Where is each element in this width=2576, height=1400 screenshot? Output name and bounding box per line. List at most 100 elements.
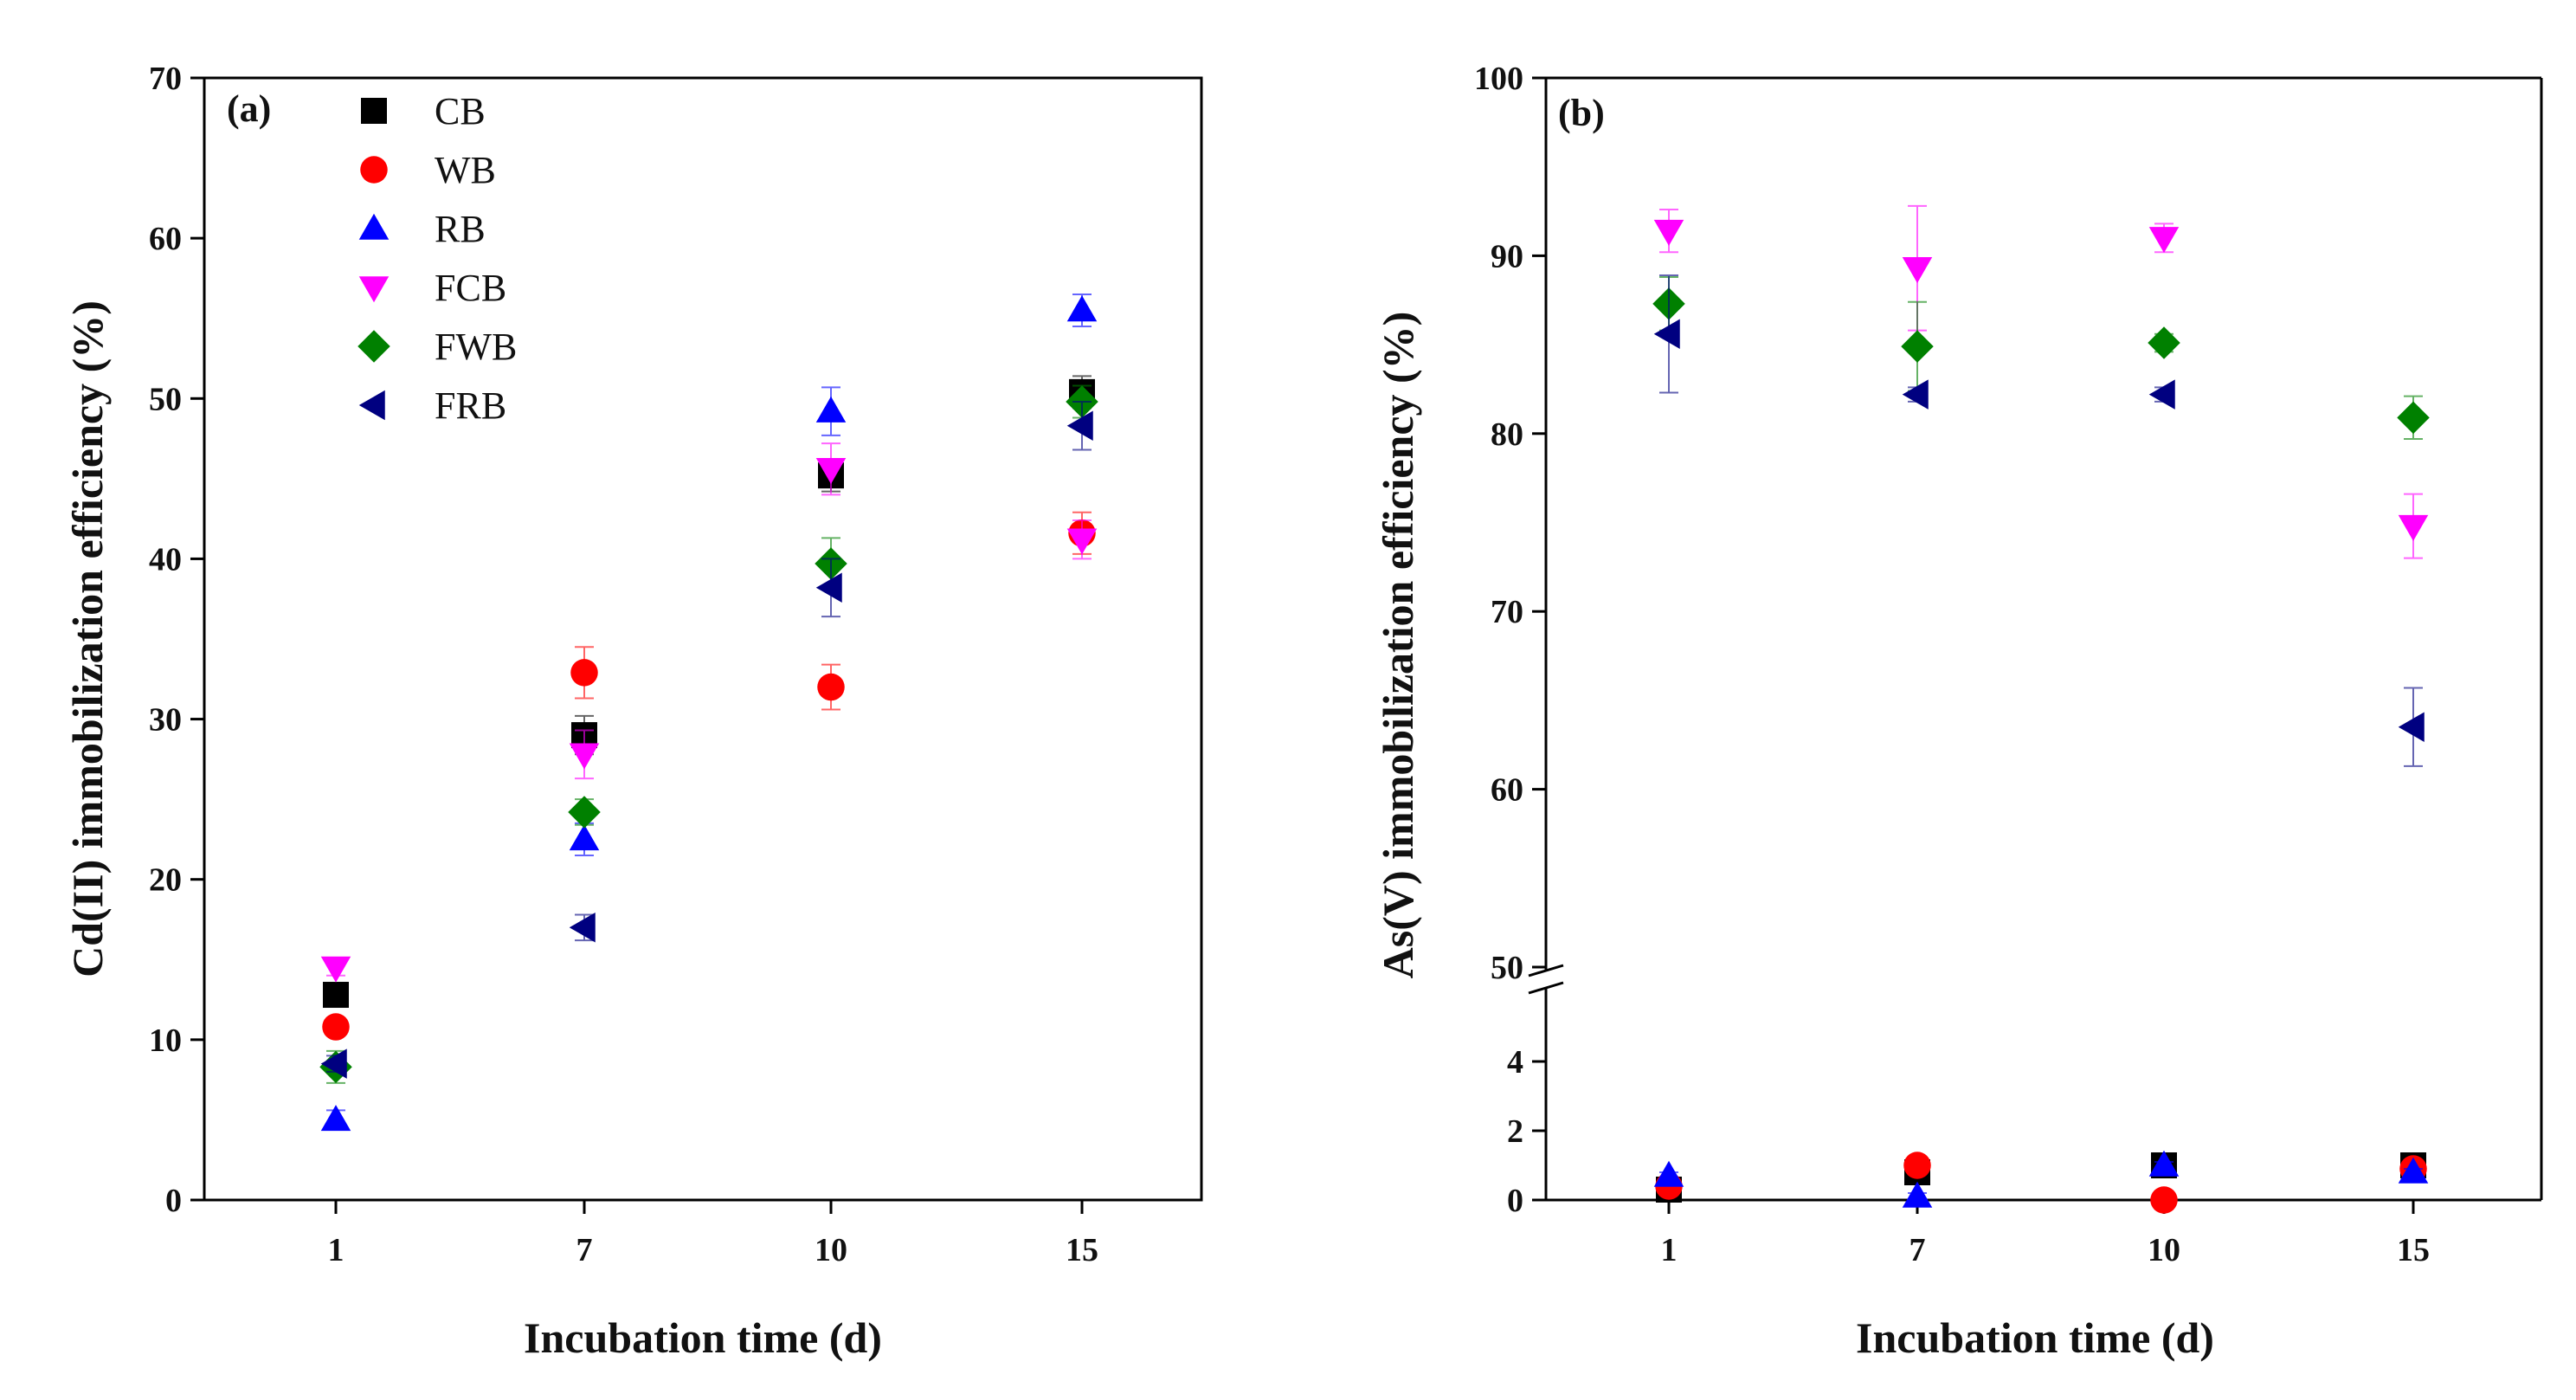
x-tick-label: 10 — [815, 1232, 847, 1268]
x-tick-label: 15 — [1066, 1232, 1098, 1268]
legend-label: FRB — [435, 384, 506, 427]
data-point — [1066, 410, 1093, 442]
y-tick-label: 4 — [1507, 1044, 1523, 1081]
panel-a-chart: 0 10 20 30 40 50 60 70 1 7 10 15 (a) CB WB RB FCB FWB F… — [63, 61, 1203, 1362]
panel-b-chart: 50 60 70 80 90 100 0 2 4 1 7 10 15 (b) Incubation t… — [1374, 61, 2543, 1362]
data-point — [2398, 712, 2425, 742]
legend-label: FCB — [435, 267, 506, 309]
x-tick-label: 1 — [328, 1232, 345, 1268]
series-fcb — [1653, 204, 2429, 559]
data-point — [320, 956, 351, 983]
legend-marker — [361, 98, 387, 124]
legend-item-fcb: FCB — [358, 267, 506, 309]
legend: CB WB RB FCB FWB FRB — [357, 90, 517, 427]
data-point — [817, 673, 845, 701]
data-point — [2148, 379, 2175, 410]
y-tick-label: 70 — [149, 61, 182, 97]
x-tick-label: 7 — [1909, 1232, 1926, 1268]
legend-item-wb: WB — [360, 149, 496, 191]
data-point — [320, 1105, 351, 1132]
x-tick-label: 15 — [2397, 1232, 2430, 1268]
panel-a-plot-frame — [203, 76, 1203, 1202]
data-point — [1902, 1181, 1933, 1208]
data-point — [1903, 1152, 1931, 1179]
data-point — [569, 824, 600, 851]
data-point — [568, 796, 601, 829]
data-point — [2397, 401, 2430, 435]
x-tick-label: 10 — [2148, 1232, 2180, 1268]
panel-b-series — [1652, 204, 2430, 1214]
y-tick-label: 80 — [1491, 416, 1523, 453]
legend-marker — [360, 156, 388, 184]
panel-a-x-axis-title: Incubation time (d) — [524, 1313, 882, 1362]
legend-label: RB — [435, 208, 486, 250]
y-tick-label: 30 — [149, 702, 182, 739]
data-point — [323, 982, 349, 1009]
data-point — [1066, 295, 1098, 322]
data-point — [2148, 326, 2180, 359]
data-point — [1066, 528, 1098, 555]
y-tick-label: 40 — [149, 541, 182, 577]
data-point — [2398, 514, 2429, 541]
panel-b-label: (b) — [1558, 92, 1605, 134]
data-point — [570, 659, 598, 687]
x-tick-label: 7 — [576, 1232, 593, 1268]
y-tick-label: 50 — [149, 381, 182, 417]
data-point — [322, 1013, 350, 1041]
y-tick-label: 60 — [149, 221, 182, 257]
data-point — [320, 1048, 347, 1079]
data-point — [1653, 219, 1684, 246]
data-point — [815, 572, 842, 603]
x-tick-label: 1 — [1661, 1232, 1678, 1268]
data-point — [1901, 330, 1934, 363]
data-point — [1653, 319, 1680, 350]
y-tick-label: 0 — [165, 1183, 182, 1219]
data-point — [569, 743, 600, 770]
data-point — [2148, 227, 2180, 254]
panel-a-label: (a) — [227, 87, 271, 130]
legend-item-fwb: FWB — [357, 326, 517, 368]
axis-break-mark — [1528, 981, 1564, 995]
data-point — [569, 913, 596, 943]
data-point — [1653, 1160, 1684, 1187]
data-point — [1902, 379, 1929, 410]
data-point — [815, 457, 847, 484]
panel-b-y-axis-title: As(V) immobilization efficiency (%) — [1374, 312, 1422, 979]
y-tick-label: 10 — [149, 1023, 182, 1059]
panel-a-x-axis: 1 7 10 15 — [328, 1200, 1098, 1268]
panel-b-y-axis: 50 60 70 80 90 100 0 2 4 — [1474, 61, 1546, 1219]
data-point — [2398, 1157, 2429, 1184]
series-frb — [1653, 274, 2425, 767]
series-frb — [320, 400, 1093, 1079]
y-tick-label: 100 — [1474, 61, 1523, 97]
panel-a-y-axis: 0 10 20 30 40 50 60 70 — [149, 61, 204, 1219]
y-tick-label: 2 — [1507, 1113, 1523, 1150]
y-tick-label: 90 — [1491, 238, 1523, 274]
series-rb — [1653, 1150, 2429, 1208]
legend-item-frb: FRB — [358, 384, 506, 427]
axis-break-mark — [1528, 964, 1564, 977]
panel-b-plot-frame — [1528, 76, 2543, 1202]
y-tick-label: 0 — [1507, 1183, 1523, 1219]
y-tick-label: 50 — [1491, 950, 1523, 986]
panel-b-x-axis-title: Incubation time (d) — [1856, 1313, 2214, 1362]
legend-label: FWB — [435, 326, 517, 368]
series-fcb — [320, 442, 1098, 983]
panel-a-y-axis-title: Cd(II) immobilization efficiency (%) — [63, 300, 112, 977]
data-point — [2148, 1150, 2180, 1177]
series-rb — [320, 293, 1098, 1132]
y-tick-label: 60 — [1491, 772, 1523, 809]
legend-marker — [358, 276, 390, 303]
data-point — [1902, 257, 1933, 284]
panel-a-series — [319, 293, 1098, 1132]
data-point — [815, 396, 847, 423]
y-tick-label: 70 — [1491, 594, 1523, 630]
legend-label: CB — [435, 90, 486, 132]
legend-item-cb: CB — [361, 90, 486, 132]
legend-marker — [358, 390, 385, 421]
y-tick-label: 20 — [149, 862, 182, 899]
data-point — [2150, 1186, 2178, 1214]
axis-break-gap — [1530, 971, 1562, 988]
